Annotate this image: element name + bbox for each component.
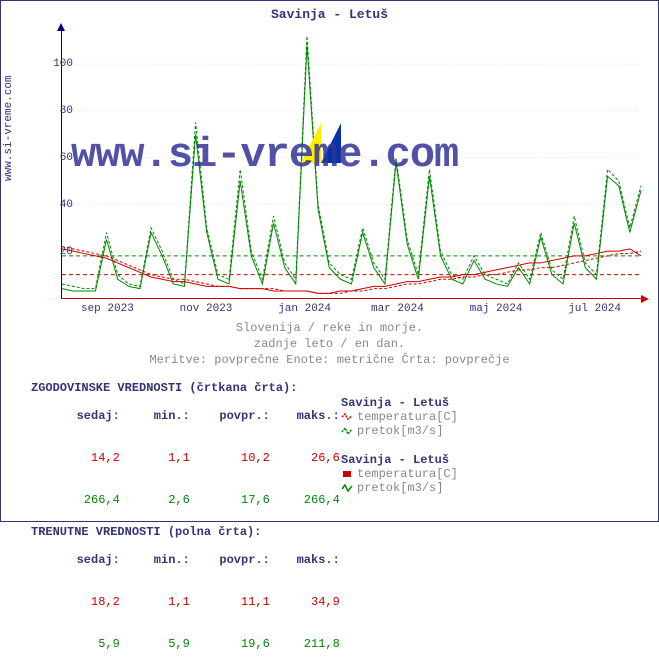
legend-temp-label: temperatura[C] xyxy=(357,410,458,424)
legend-area: Savinja - Letuš temperatura[C] pretok[m3… xyxy=(341,381,458,495)
flow-marker-icon xyxy=(341,426,353,436)
curr-flow-now: 5,9 xyxy=(60,637,120,651)
hist-temp-avg: 10,2 xyxy=(190,451,270,465)
legend-series-name-1: Savinja - Letuš xyxy=(341,396,458,410)
hist-temp-min: 1,1 xyxy=(120,451,190,465)
hist-flow-now: 266,4 xyxy=(60,493,120,507)
temp-marker-icon-2 xyxy=(341,469,353,479)
hist-temp-max: 26,6 xyxy=(270,451,340,465)
curr-temp-avg: 11,1 xyxy=(190,595,270,609)
xtick-label: maj 2024 xyxy=(470,303,523,315)
curr-flow-max: 211,8 xyxy=(270,637,340,651)
hist-section-title: ZGODOVINSKE VREDNOSTI (črtkana črta): xyxy=(31,381,340,395)
curr-temp-max: 34,9 xyxy=(270,595,340,609)
hist-flow-max: 266,4 xyxy=(270,493,340,507)
caption-1: Slovenija / reke in morje. xyxy=(1,321,658,335)
xtick-label: jan 2024 xyxy=(278,303,331,315)
stats-tables: ZGODOVINSKE VREDNOSTI (črtkana črta): se… xyxy=(31,381,340,665)
xtick-label: mar 2024 xyxy=(371,303,424,315)
curr-flow-min: 5,9 xyxy=(120,637,190,651)
legend-series-name-2: Savinja - Letuš xyxy=(341,453,458,467)
hist-flow-avg: 17,6 xyxy=(190,493,270,507)
ylabel-link: www.si-vreme.com xyxy=(3,75,15,181)
caption-3: Meritve: povprečne Enote: metrične Črta:… xyxy=(1,353,658,367)
curr-section-title: TRENUTNE VREDNOSTI (polna črta): xyxy=(31,525,340,539)
legend-flow-label: pretok[m3/s] xyxy=(357,424,443,438)
xtick-label: nov 2023 xyxy=(180,303,233,315)
flow-marker-icon-2 xyxy=(341,483,353,493)
hist-flow-min: 2,6 xyxy=(120,493,190,507)
hdr-min: min.: xyxy=(120,409,190,423)
ytick-label: 60 xyxy=(23,152,73,164)
hist-temp-now: 14,2 xyxy=(60,451,120,465)
ytick-label: 80 xyxy=(23,105,73,117)
temp-marker-icon xyxy=(341,412,353,422)
caption-2: zadnje leto / en dan. xyxy=(1,337,658,351)
ytick-label: 20 xyxy=(23,246,73,258)
chart-title: Savinja - Letuš xyxy=(1,7,658,22)
curr-flow-avg: 19,6 xyxy=(190,637,270,651)
curr-temp-now: 18,2 xyxy=(60,595,120,609)
ytick-label: 100 xyxy=(23,58,73,70)
chart-plot-area xyxy=(61,29,641,299)
hdr-max: maks.: xyxy=(270,409,340,423)
xtick-label: sep 2023 xyxy=(81,303,134,315)
xtick-label: jul 2024 xyxy=(568,303,621,315)
hdr-now: sedaj: xyxy=(60,409,120,423)
hdr-avg: povpr.: xyxy=(190,409,270,423)
curr-temp-min: 1,1 xyxy=(120,595,190,609)
x-axis-arrow xyxy=(641,295,649,303)
ytick-label: 40 xyxy=(23,199,73,211)
